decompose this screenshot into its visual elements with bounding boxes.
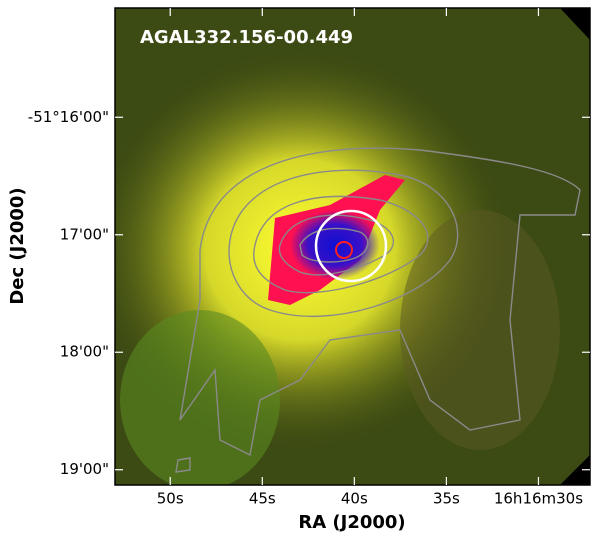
x-tick-label: 45s: [249, 490, 276, 508]
y-tick-label: 17'00": [60, 225, 109, 243]
chart-title: AGAL332.156-00.449: [140, 27, 353, 48]
image: [115, 8, 590, 485]
x-tick-label: 16h16m30s: [494, 490, 583, 508]
x-axis-label: RA (J2000): [298, 512, 405, 533]
y-axis-label: Dec (J2000): [7, 187, 28, 304]
y-tick-label: 19'00": [60, 460, 109, 478]
x-tick-label: 50s: [157, 490, 184, 508]
y-tick-label: -51°16'00": [28, 108, 109, 126]
x-tick-label: 40s: [341, 490, 368, 508]
plot-frame: [114, 7, 591, 486]
x-tick-label: 35s: [433, 490, 460, 508]
y-tick-label: 18'00": [60, 343, 109, 361]
